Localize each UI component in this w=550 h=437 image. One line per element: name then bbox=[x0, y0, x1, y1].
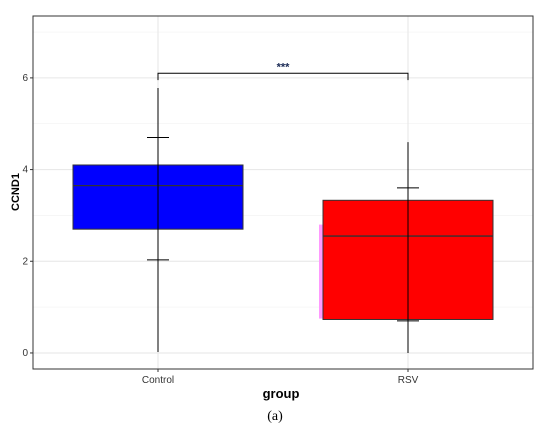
y-axis: 0 2 4 6 bbox=[22, 73, 33, 359]
y-tick-label: 0 bbox=[22, 348, 28, 359]
x-tick-label: RSV bbox=[398, 375, 419, 386]
y-tick-label: 2 bbox=[22, 256, 28, 267]
box-rsv bbox=[319, 142, 494, 353]
figure-caption: (a) bbox=[267, 409, 283, 424]
boxes bbox=[72, 87, 494, 353]
panel-border bbox=[32, 15, 534, 370]
significance-bracket: *** bbox=[157, 61, 409, 81]
x-axis: Control RSV bbox=[142, 369, 419, 386]
y-tick-label: 6 bbox=[22, 73, 28, 84]
x-tick-label: Control bbox=[142, 375, 174, 386]
y-tick-label: 4 bbox=[22, 165, 28, 176]
bracket-line bbox=[157, 72, 409, 81]
plot-panel: *** bbox=[32, 15, 534, 370]
x-axis-title: group bbox=[263, 386, 300, 401]
significance-label: *** bbox=[277, 61, 291, 73]
y-axis-title: CCND1 bbox=[10, 173, 22, 211]
box-control bbox=[72, 87, 244, 353]
